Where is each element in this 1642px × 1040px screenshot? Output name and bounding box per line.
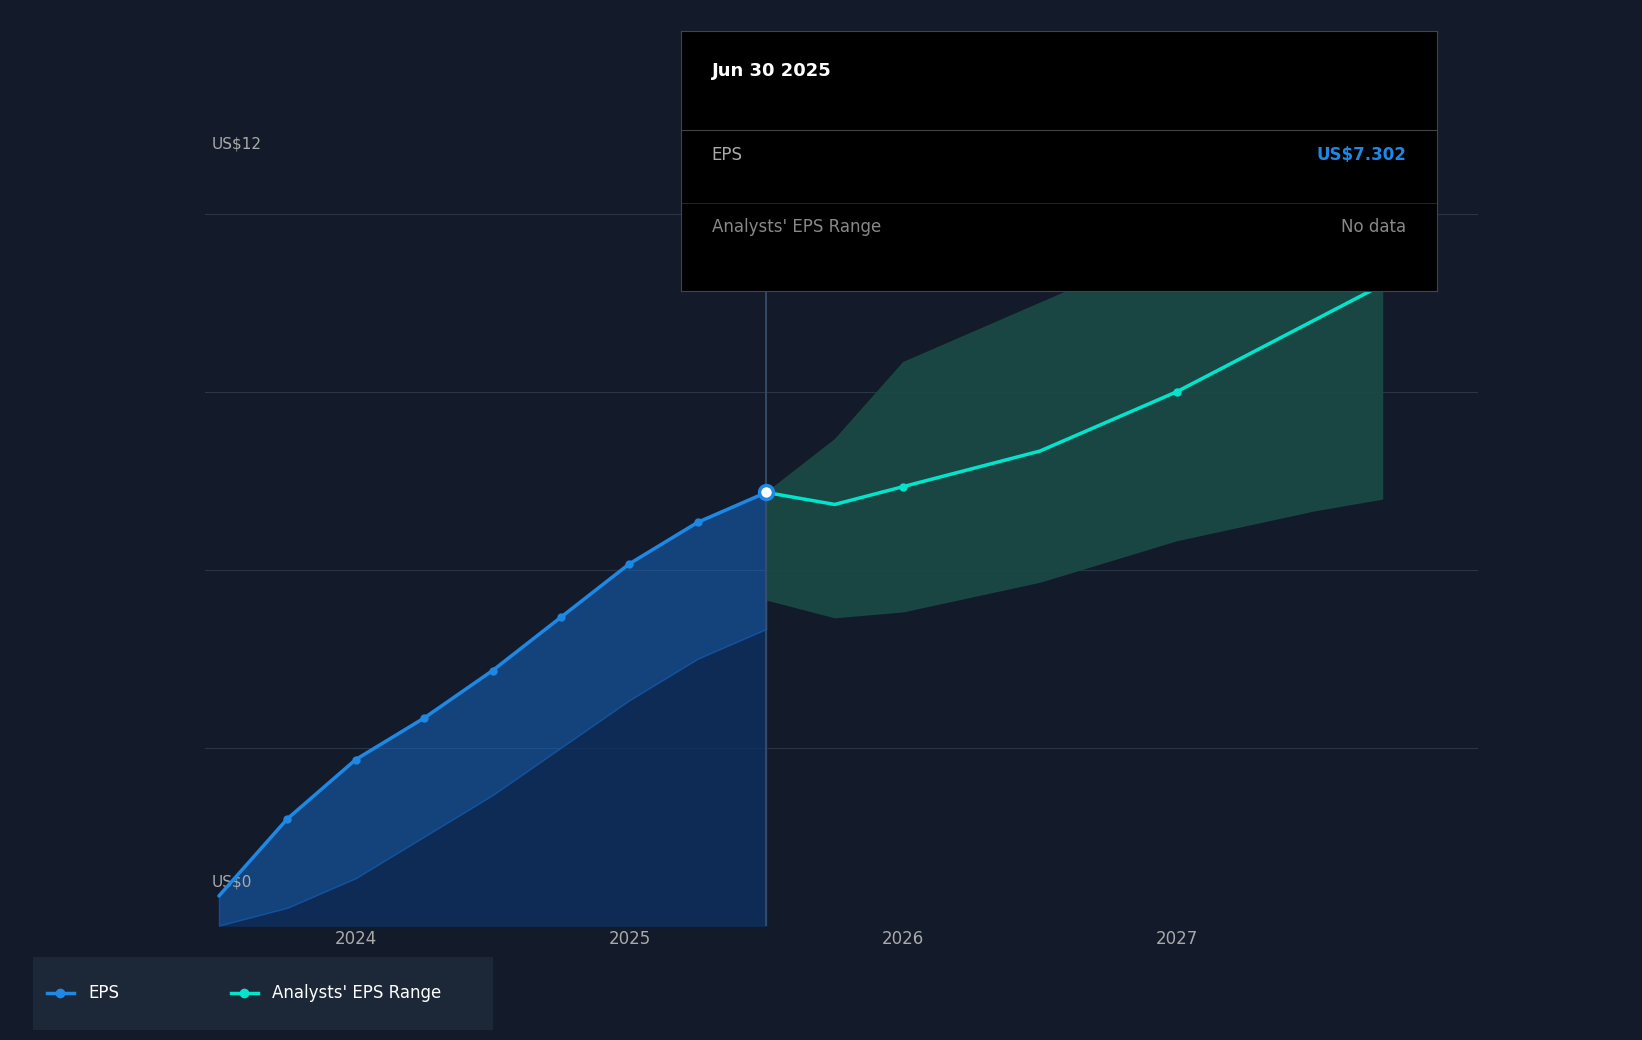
Text: Analysts' EPS Range: Analysts' EPS Range	[711, 218, 880, 236]
Text: Analysts Forecasts: Analysts Forecasts	[780, 178, 947, 197]
Text: US$12: US$12	[212, 137, 261, 152]
Text: US$7.302: US$7.302	[1317, 146, 1407, 163]
Text: No data: No data	[1342, 218, 1407, 236]
Text: US$0: US$0	[212, 875, 251, 889]
Text: EPS: EPS	[711, 146, 742, 163]
Text: Jun 30 2025: Jun 30 2025	[711, 62, 831, 80]
Text: EPS: EPS	[89, 984, 118, 1003]
Text: Actual: Actual	[688, 178, 752, 197]
Text: Analysts' EPS Range: Analysts' EPS Range	[273, 984, 442, 1003]
